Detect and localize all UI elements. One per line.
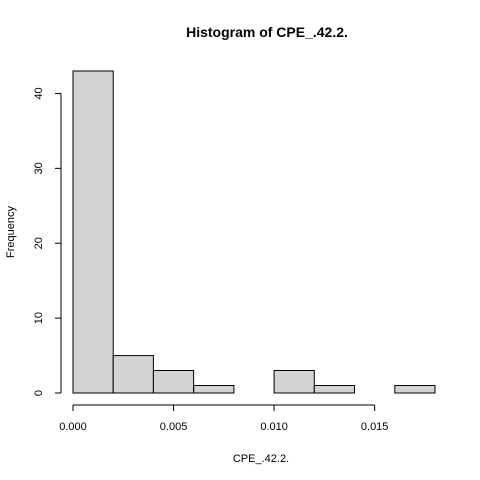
y-tick-label: 30 bbox=[33, 162, 45, 174]
histogram-bar-8 bbox=[395, 386, 435, 394]
x-axis: 0.000 0.005 0.010 0.015 bbox=[59, 405, 388, 433]
y-axis-label: Frequency bbox=[5, 206, 17, 258]
y-tick-label: 20 bbox=[33, 237, 45, 249]
histogram-bar-5 bbox=[274, 371, 314, 394]
x-tick-label: 0.010 bbox=[260, 421, 288, 433]
y-tick-label: 40 bbox=[33, 87, 45, 99]
y-tick-label: 10 bbox=[33, 312, 45, 324]
histogram-bar-3 bbox=[194, 386, 234, 394]
histogram-bar-1 bbox=[113, 356, 153, 393]
bars-group bbox=[73, 71, 435, 393]
x-tick-label: 0.005 bbox=[160, 421, 188, 433]
x-axis-label: CPE_.42.2. bbox=[233, 453, 289, 465]
histogram-bar-6 bbox=[314, 386, 354, 394]
x-tick-label: 0.000 bbox=[59, 421, 87, 433]
histogram-bar-2 bbox=[153, 371, 193, 394]
y-axis: 0 10 20 30 40 bbox=[33, 87, 61, 396]
y-tick-label: 0 bbox=[33, 390, 45, 396]
x-tick-label: 0.015 bbox=[361, 421, 389, 433]
chart-title: Histogram of CPE_.42.2. bbox=[186, 24, 348, 40]
histogram-bar-0 bbox=[73, 71, 113, 393]
